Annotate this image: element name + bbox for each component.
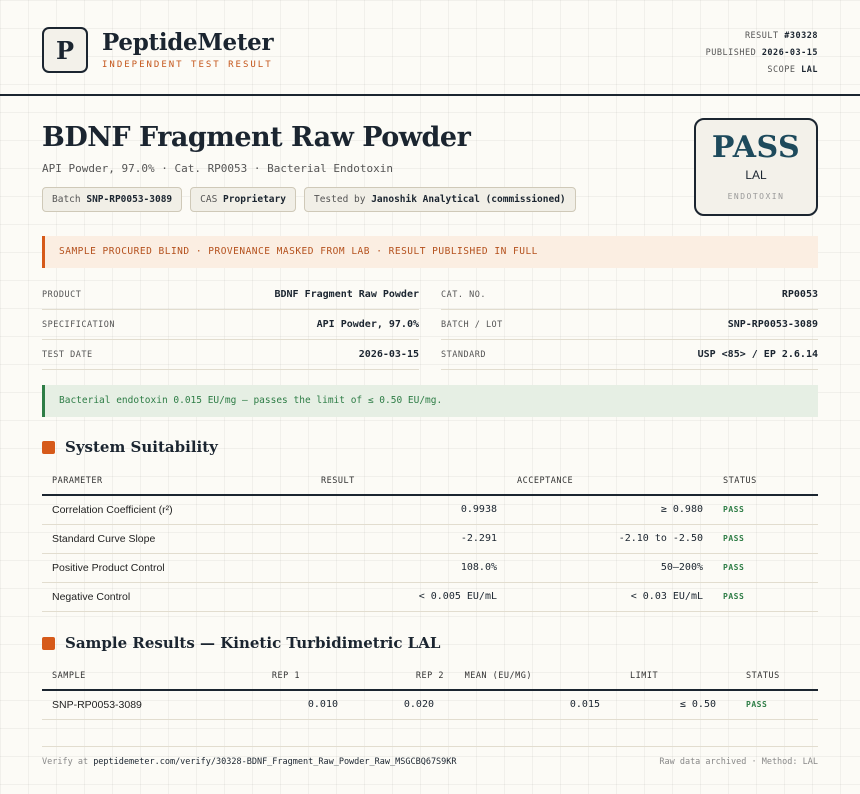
status-badge: PASS bbox=[713, 524, 818, 554]
suitability-heading: System Suitability bbox=[42, 438, 218, 456]
badge-subtitle: ENDOTOXIN bbox=[727, 192, 785, 201]
brand-subtitle: INDEPENDENT TEST RESULT bbox=[102, 60, 273, 70]
verify-link[interactable]: Verify at peptidemeter.com/verify/30328-… bbox=[42, 757, 457, 767]
cas-chip: CAS Proprietary bbox=[190, 187, 296, 212]
info-grid: PRODUCT BDNF Fragment Raw Powder CAT. NO… bbox=[42, 280, 818, 370]
info-product: PRODUCT BDNF Fragment Raw Powder bbox=[42, 280, 419, 310]
samples-heading: Sample Results — Kinetic Turbidimetric L… bbox=[42, 634, 440, 652]
status-badge: PASS bbox=[713, 582, 818, 612]
footer: Verify at peptidemeter.com/verify/30328-… bbox=[42, 746, 818, 767]
pass-badge: PASS LAL ENDOTOXIN bbox=[694, 118, 818, 216]
suitability-table: PARAMETER RESULT ACCEPTANCE STATUS Corre… bbox=[42, 467, 818, 612]
badge-method: LAL bbox=[745, 168, 767, 182]
batch-chip: Batch SNP-RP0053-3089 bbox=[42, 187, 183, 212]
result-summary: Bacterial endotoxin 0.015 EU/mg — passes… bbox=[42, 385, 818, 417]
table-row: SNP-RP0053-3089 0.010 0.020 0.015 ≤ 0.50… bbox=[42, 690, 818, 720]
report-header: P PeptideMeter INDEPENDENT TEST RESULT R… bbox=[0, 0, 860, 96]
table-row: Positive Product Control 108.0% 50–200% … bbox=[42, 553, 818, 583]
scope: SCOPE LAL bbox=[767, 65, 818, 75]
table-header-row: SAMPLE REP 1 REP 2 MEAN (EU/MG) LIMIT ST… bbox=[42, 662, 818, 691]
status-badge: PASS bbox=[726, 690, 818, 720]
page-title: BDNF Fragment Raw Powder bbox=[42, 122, 471, 153]
status-badge: PASS bbox=[713, 495, 818, 525]
procurement-notice: SAMPLE PROCURED BLIND · PROVENANCE MASKE… bbox=[42, 236, 818, 268]
published-date: PUBLISHED 2026-03-15 bbox=[705, 48, 818, 58]
section-square-icon bbox=[42, 440, 55, 454]
brand-name: PeptideMeter bbox=[102, 29, 274, 56]
footer-note: Raw data archived · Method: LAL bbox=[659, 757, 818, 767]
info-test-date: TEST DATE 2026-03-15 bbox=[42, 340, 419, 370]
chip-row: Batch SNP-RP0053-3089 CAS Proprietary Te… bbox=[42, 187, 576, 212]
table-row: Correlation Coefficient (r²) 0.9938 ≥ 0.… bbox=[42, 495, 818, 525]
samples-table: SAMPLE REP 1 REP 2 MEAN (EU/MG) LIMIT ST… bbox=[42, 662, 818, 720]
status-badge: PASS bbox=[713, 553, 818, 583]
badge-result: PASS bbox=[711, 130, 801, 165]
page-subtitle: API Powder, 97.0% · Cat. RP0053 · Bacter… bbox=[42, 162, 393, 175]
section-square-icon bbox=[42, 636, 55, 650]
info-cat-no: CAT. NO. RP0053 bbox=[441, 280, 818, 310]
info-standard: STANDARD USP <85> / EP 2.6.14 bbox=[441, 340, 818, 370]
tested-by-chip: Tested by Janoshik Analytical (commissio… bbox=[303, 187, 576, 212]
logo-icon: P bbox=[42, 27, 88, 73]
report-meta: RESULT #30328 PUBLISHED 2026-03-15 SCOPE… bbox=[706, 28, 818, 79]
table-row: Negative Control < 0.005 EU/mL < 0.03 EU… bbox=[42, 582, 818, 612]
table-row: Standard Curve Slope -2.291 -2.10 to -2.… bbox=[42, 524, 818, 554]
info-batch: BATCH / LOT SNP-RP0053-3089 bbox=[441, 310, 818, 340]
info-specification: SPECIFICATION API Powder, 97.0% bbox=[42, 310, 419, 340]
result-id: RESULT #30328 bbox=[744, 31, 818, 41]
table-header-row: PARAMETER RESULT ACCEPTANCE STATUS bbox=[42, 467, 818, 496]
